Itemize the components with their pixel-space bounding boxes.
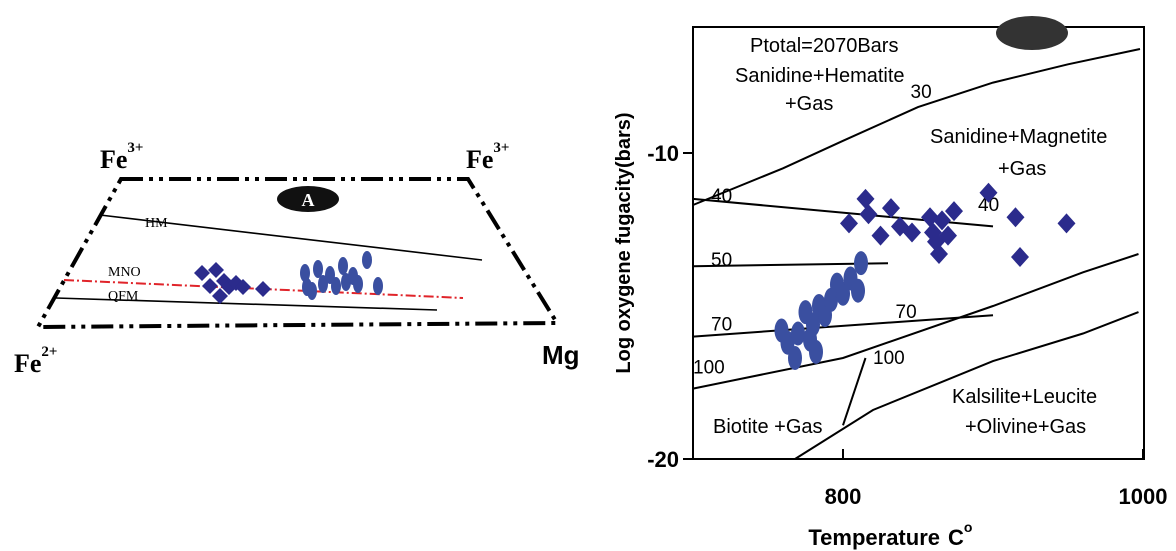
data-point-diamond [840,213,858,234]
ternary-point-diamond [212,288,228,304]
annotation-biotite: Biotite +Gas [713,416,823,438]
data-point-diamond [1006,207,1025,228]
y-axis-label: Log oxygene fugacity(bars) [613,112,635,373]
vertex-fe3-right: Fe3+ [466,140,509,174]
data-points [774,182,1076,371]
isopleth-70 [692,314,994,338]
isopleth-label-4: 70 [711,314,732,335]
data-point-ellipse [851,278,865,303]
ternary-outline [34,177,561,330]
ternary-point-ellipse [318,275,328,293]
ternary-point-diamond [202,278,218,294]
fo2-chart: 30 40 40 50 70 70 100 100 Ptotal=2070Bars Sanid… [613,16,1167,550]
isopleth-label-0: 30 [911,82,932,103]
qfm-label: QFM [108,289,139,304]
data-point-diamond [871,225,890,246]
data-point-ellipse [806,312,820,337]
vertex-fe3-left: Fe3+ [100,140,143,174]
qfm-buffer-line [55,297,438,311]
annotation-sanidine-magnetite-1: Sanidine+Magnetite [930,126,1107,148]
data-point-diamond [921,207,939,228]
x-axis-label: Temperature [808,525,940,550]
isopleth-labels: 30 40 40 50 70 70 100 100 [693,82,999,378]
annotation-ptotal: Ptotal=2070Bars [750,35,898,57]
ternary-point-diamond [235,279,251,295]
isopleth-label-5: 70 [896,302,917,323]
vertex-fe2: Fe2+ [14,344,57,378]
buffer-curve-0 [692,48,1141,206]
data-point-ellipse [788,346,802,371]
annotation-sanidine-hematite-2: +Gas [785,93,833,115]
ternary-point-ellipse [300,264,310,282]
x-axis-unit: Co [948,519,972,550]
ternary-point-ellipse [331,277,341,295]
ternary-panel: HM MNO QFM A Fe3+ Fe3+ Fe2+ Mg [14,140,580,378]
data-point-diamond [1057,213,1076,234]
isopleth-label-7: 100 [873,348,905,369]
ternary-samples [194,251,383,304]
data-point-diamond [903,222,921,243]
plot-frame [692,26,1145,460]
x-tick-label: 800 [825,484,862,509]
ternary-point-ellipse [362,251,372,269]
data-point-diamond [856,188,875,209]
ternary-point-diamond [255,281,271,297]
data-point-diamond [930,243,948,264]
vertex-mg: Mg [542,340,580,370]
ternary-point-diamond [208,262,224,278]
x-tick-label: 1000 [1119,484,1168,509]
isopleth-label-3: 50 [711,250,732,271]
data-point-ellipse [854,251,868,276]
ternary-point-ellipse [313,260,323,278]
isopleth-label-6: 100 [693,357,725,378]
ternary-point-ellipse [373,277,383,295]
ternary-point-diamond [194,265,210,281]
data-point-ellipse [791,321,805,346]
ternary-point-ellipse [353,275,363,293]
data-point-diamond [1011,247,1029,268]
y-tick-label: -10 [647,141,679,166]
ternary-point-ellipse [325,266,335,284]
blob-marker [996,16,1068,50]
isopleth-label-2: 40 [978,195,999,216]
annotation-kalsilite-1: Kalsilite+Leucite [952,386,1097,408]
label-a-badge [277,186,339,212]
annotation-sanidine-magnetite-2: +Gas [998,158,1046,180]
data-point-diamond [945,201,963,222]
buffer-curve-3 [842,357,867,426]
ternary-point-ellipse [307,282,317,300]
isopleth-label-1: 40 [711,186,732,207]
hm-buffer-line [99,214,483,261]
mno-label: MNO [108,265,141,280]
label-a: A [302,190,315,210]
data-point-diamond [882,198,900,219]
data-point-diamond [933,210,951,231]
data-point-ellipse [809,339,823,364]
data-point-diamond [859,204,878,225]
buffer-curve-2 [794,311,1139,460]
annotation-kalsilite-2: +Olivine+Gas [965,416,1086,438]
data-point-diamond [979,182,998,203]
hm-label: HM [145,216,168,231]
axis-ticks: 800 1000 -10 -20 [647,141,1167,509]
annotation-sanidine-hematite-1: Sanidine+Hematite [735,65,905,87]
ternary-point-ellipse [338,257,348,275]
y-tick-label: -20 [647,447,679,472]
data-point-diamond [939,225,957,246]
